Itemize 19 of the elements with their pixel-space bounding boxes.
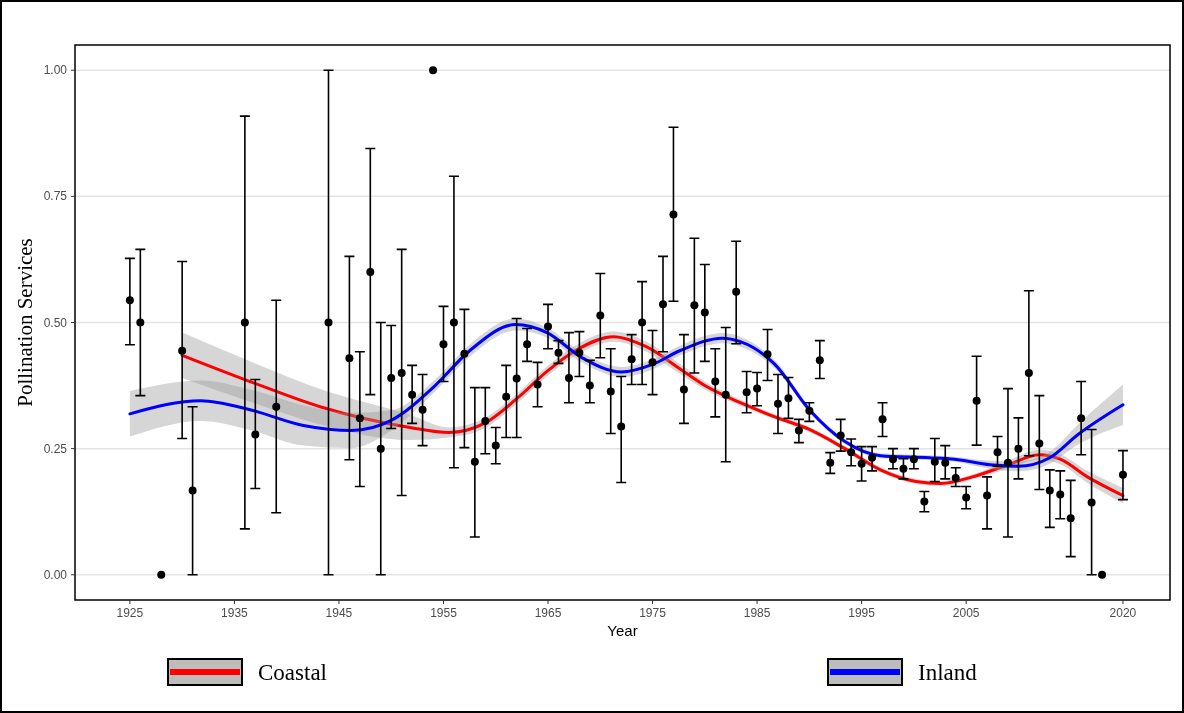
x-axis-title: Year bbox=[607, 622, 638, 639]
legend-label: Coastal bbox=[258, 659, 327, 685]
x-tick-label: 1985 bbox=[743, 606, 771, 620]
x-tick-label: 1935 bbox=[221, 606, 249, 620]
legend-label: Inland bbox=[918, 659, 978, 685]
y-tick-label: 0.50 bbox=[43, 315, 68, 330]
x-tick-label: 1975 bbox=[639, 606, 667, 620]
y-axis-title: Pollination Services bbox=[13, 238, 37, 407]
x-tick-label: 1995 bbox=[848, 606, 876, 620]
x-tick-label: 1955 bbox=[430, 606, 458, 620]
y-tick-label: 0.00 bbox=[43, 567, 68, 582]
y-tick-label: 0.75 bbox=[43, 189, 68, 204]
x-tick-label: 2005 bbox=[952, 606, 980, 620]
x-tick-label: 1945 bbox=[325, 606, 353, 620]
x-tick-label: 1965 bbox=[534, 606, 562, 620]
y-tick-label: 1.00 bbox=[43, 63, 68, 78]
x-tick-label: 1925 bbox=[116, 606, 144, 620]
x-tick-label: 2020 bbox=[1109, 606, 1137, 620]
y-tick-label: 0.25 bbox=[43, 441, 68, 456]
